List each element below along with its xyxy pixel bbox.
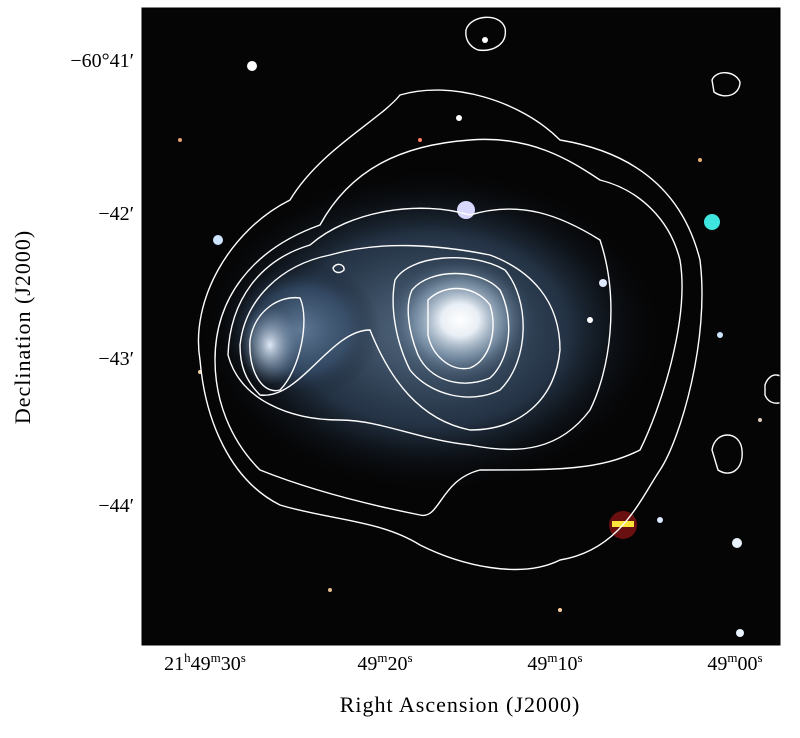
x-tick-part: m [377, 650, 387, 665]
x-tick-part: s [408, 650, 413, 665]
x-tick-part: 30 [221, 653, 241, 675]
x-axis-label: Right Ascension (J2000) [340, 692, 581, 717]
x-tick-part: 20 [388, 653, 408, 675]
x-tick-label: 21h49m30s [164, 650, 246, 675]
x-tick-part: 49 [357, 653, 377, 675]
sky-image [141, 7, 781, 646]
contours [197, 16, 780, 571]
x-tick-label: 49m00s [707, 650, 762, 675]
x-tick-part: m [547, 650, 557, 665]
x-tick-label: 49m20s [357, 650, 412, 675]
x-tick-part: 00 [738, 653, 758, 675]
y-tick-label: −42′ [98, 203, 134, 225]
x-tick-part: s [578, 650, 583, 665]
y-tick-label: −60°41′ [70, 50, 134, 72]
y-axis-label: Declination (J2000) [10, 230, 35, 424]
x-tick-part: 49 [707, 653, 727, 675]
x-tick-part: m [211, 650, 221, 665]
x-tick-part: h [184, 650, 191, 665]
x-tick-part: s [758, 650, 763, 665]
y-tick-labels: −60°41′ −42′ −43′ −44′ [70, 50, 134, 517]
x-tick-label: 49m10s [527, 650, 582, 675]
y-tick-label: −44′ [98, 495, 134, 517]
x-tick-part: 49 [527, 653, 547, 675]
x-tick-part: m [727, 650, 737, 665]
x-tick-labels: 21h49m30s 49m20s 49m10s 49m00s [164, 650, 762, 675]
x-tick-part: 21 [164, 653, 184, 675]
x-tick-part: 10 [558, 653, 578, 675]
x-tick-part: s [241, 650, 246, 665]
y-tick-label: −43′ [98, 348, 134, 370]
x-tick-part: 49 [191, 653, 211, 675]
